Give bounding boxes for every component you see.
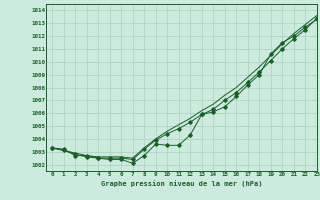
X-axis label: Graphe pression niveau de la mer (hPa): Graphe pression niveau de la mer (hPa) xyxy=(101,180,262,187)
